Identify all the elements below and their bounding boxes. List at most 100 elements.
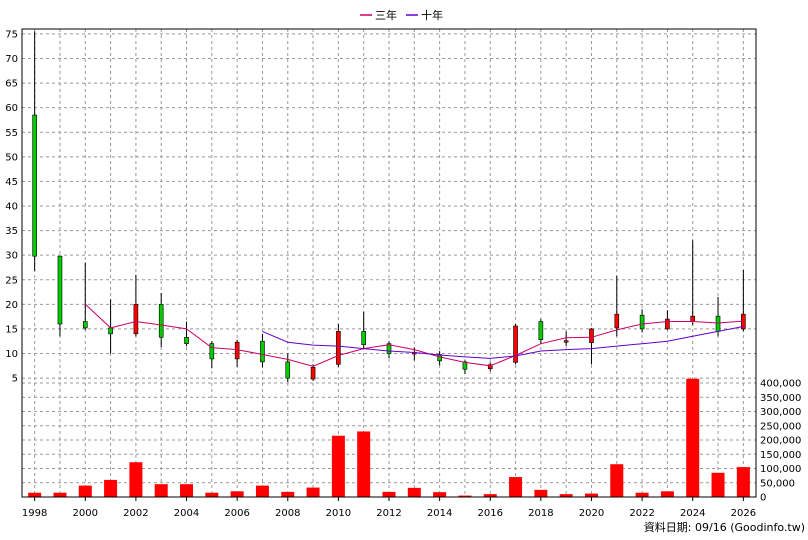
candle-body [589, 328, 594, 343]
candle-body [310, 366, 316, 380]
volume-tick-label: 400,000 [760, 379, 801, 390]
volume-tick-label: 150,000 [760, 450, 801, 461]
volume-bar [230, 491, 244, 497]
year-tick-label: 2022 [629, 508, 654, 519]
volume-bar [458, 495, 472, 497]
volume-bar [509, 477, 523, 497]
year-tick-label: 1998 [22, 508, 47, 519]
plot-frame [21, 28, 757, 498]
volume-bar [534, 489, 548, 497]
year-tick-label: 2008 [275, 508, 300, 519]
volume-bar [281, 491, 295, 497]
volume-axis-ticks: 400,000 350,000 300,000 250,000 200,000 150,0… [760, 379, 801, 504]
price-candles [32, 31, 746, 383]
candle-body [234, 341, 240, 360]
volume-bar [78, 485, 92, 497]
volume-bar [357, 431, 371, 497]
footer-source: 資料日期: 09/16 (Goodinfo.tw) [644, 520, 805, 534]
candle-body [184, 336, 189, 344]
year-axis-ticks: 1998 2000 2002 2004 2006 2008 2010 2012 2014 2016… [22, 497, 756, 519]
volume-bar [154, 484, 168, 497]
price-tick-label: 60 [5, 103, 18, 114]
legend-label-three-year: 三年 [375, 8, 397, 22]
ten-year-ma-line [262, 326, 744, 359]
volume-bar [407, 487, 421, 497]
candle-body [665, 318, 670, 330]
year-tick-label: 2010 [326, 508, 351, 519]
price-tick-label: 10 [5, 349, 18, 360]
year-tick-label: 2006 [224, 508, 249, 519]
volume-bar [635, 492, 649, 497]
price-grid [22, 29, 756, 497]
year-tick-label: 2002 [123, 508, 148, 519]
volume-bar [180, 484, 194, 497]
volume-bar [53, 492, 67, 497]
candle-body [513, 325, 518, 363]
price-tick-label: 5 [12, 374, 18, 385]
price-tick-label: 75 [5, 29, 18, 40]
volume-bars [28, 378, 750, 497]
candle-body [690, 315, 696, 322]
year-tick-label: 2004 [174, 508, 199, 519]
volume-bar [559, 494, 573, 497]
price-axis-ticks: 75 70 65 60 55 50 45 40 35 30 25 20 15 10 5 [5, 29, 18, 384]
volume-tick-label: 250,000 [760, 421, 801, 432]
volume-bar [306, 487, 320, 497]
volume-tick-label: 0 [760, 493, 766, 504]
candle-body [563, 340, 569, 343]
year-tick-label: 2000 [73, 508, 98, 519]
price-tick-label: 30 [5, 251, 18, 262]
price-tick-label: 55 [5, 128, 18, 139]
volume-bar [382, 491, 396, 497]
candle-body [209, 343, 215, 360]
volume-bar [433, 492, 447, 497]
candle-body [82, 321, 88, 329]
candle-body [361, 331, 366, 345]
candle-body [386, 343, 392, 354]
price-tick-label: 25 [5, 275, 18, 286]
volume-tick-label: 100,000 [760, 464, 801, 475]
candle-body [57, 255, 63, 325]
three-year-ma-line [84, 303, 744, 367]
volume-bar [104, 479, 118, 497]
price-tick-label: 50 [5, 152, 18, 163]
year-tick-label: 2012 [376, 508, 401, 519]
candle-body [260, 340, 265, 363]
year-tick-label: 2024 [680, 508, 705, 519]
price-tick-label: 45 [5, 177, 18, 188]
volume-tick-label: 300,000 [760, 407, 801, 418]
volume-bar [28, 492, 42, 497]
moving-average-lines [84, 303, 744, 367]
volume-tick-label: 350,000 [760, 393, 801, 404]
year-tick-label: 2016 [478, 508, 503, 519]
volume-tick-label: 50,000 [760, 478, 795, 489]
candle-body [133, 304, 139, 335]
year-tick-label: 2018 [528, 508, 553, 519]
volume-bar [610, 464, 624, 497]
candle-body [487, 364, 493, 370]
candle-body [108, 327, 113, 335]
volume-bar [711, 472, 725, 497]
candle-body [32, 114, 37, 257]
candle-body [285, 361, 291, 379]
candle-body [158, 304, 164, 338]
year-tick-label: 2020 [579, 508, 604, 519]
price-tick-label: 15 [5, 324, 18, 335]
legend-label-ten-year: 十年 [421, 8, 443, 22]
volume-bar [736, 467, 750, 497]
volume-bar [205, 492, 219, 497]
candle-body [462, 361, 468, 370]
price-tick-label: 35 [5, 226, 18, 237]
candle-body [538, 321, 544, 341]
price-tick-label: 65 [5, 79, 18, 90]
volume-bar [584, 493, 598, 497]
year-tick-label: 2014 [427, 508, 452, 519]
volume-bar [255, 485, 269, 497]
volume-grid [22, 382, 756, 484]
candle-body [715, 315, 721, 332]
price-tick-label: 40 [5, 202, 18, 213]
volume-bar [331, 435, 345, 497]
candle-body [336, 331, 341, 365]
price-tick-label: 20 [5, 300, 18, 311]
